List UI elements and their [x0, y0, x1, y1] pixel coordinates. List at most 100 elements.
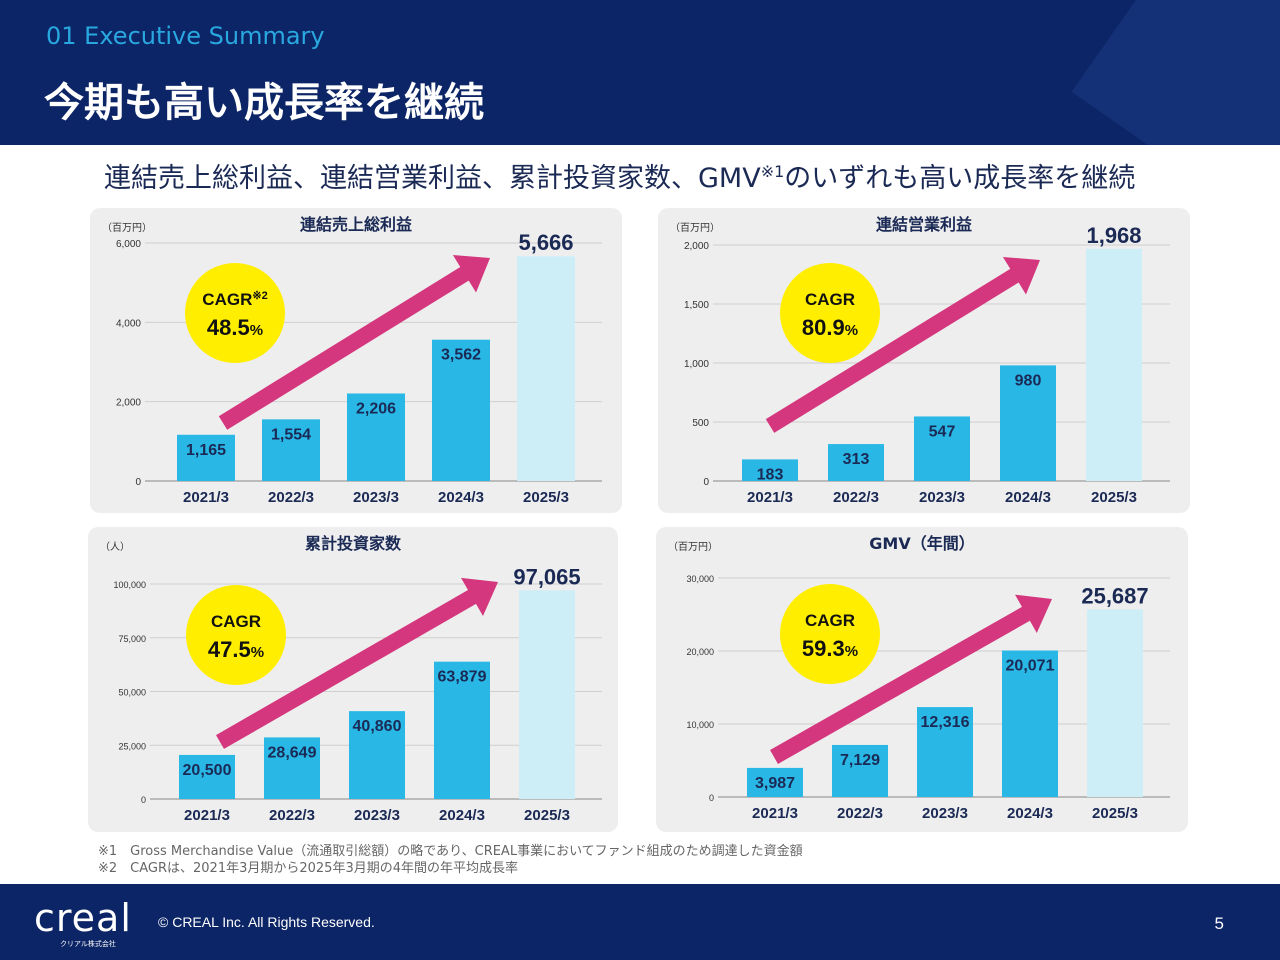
y-tick-label: 20,000 — [686, 647, 714, 657]
header-bar: 01 Executive Summary 今期も高い成長率を継続 — [0, 0, 1280, 145]
growth-arrow — [770, 594, 1052, 764]
x-tick-label: 2023/3 — [354, 807, 400, 824]
cagr-percent: % — [250, 322, 263, 339]
bar — [432, 339, 490, 481]
x-tick-label: 2024/3 — [439, 807, 485, 824]
cagr-percent: % — [251, 644, 264, 661]
company-logo-subtext: クリアル株式会社 — [60, 940, 116, 948]
x-tick-label: 2022/3 — [268, 489, 314, 506]
slide-subtitle: 連結売上総利益、連結営業利益、累計投資家数、GMV※1のいずれも高い成長率を継続 — [104, 156, 1135, 195]
x-tick-label: 2023/3 — [353, 489, 399, 506]
bar — [264, 737, 320, 799]
y-tick-label: 1,000 — [684, 359, 709, 370]
bar-value-label: 25,687 — [1081, 583, 1148, 608]
y-axis-unit: （百万円） — [668, 541, 718, 553]
x-tick-label: 2025/3 — [524, 807, 570, 824]
cagr-value: 48.5% — [207, 315, 263, 340]
cagr-badge — [780, 584, 880, 684]
bar-value-label: 40,860 — [353, 718, 402, 735]
bar-value-label: 3,562 — [441, 347, 481, 364]
chart-svg: GMV（年間） （百万円） 0 10,000 20,000 30,000 3,987 2021… — [668, 534, 1170, 822]
y-tick-label: 4,000 — [116, 318, 141, 329]
bar-value-label: 1,165 — [186, 442, 226, 459]
growth-arrow — [218, 255, 490, 430]
cagr-footnote-mark: ※2 — [252, 290, 267, 302]
bar-value-label: 63,879 — [438, 669, 487, 686]
bar — [434, 661, 490, 799]
x-tick-label: 2022/3 — [837, 805, 883, 822]
x-tick-label: 2021/3 — [184, 807, 230, 824]
y-tick-label: 0 — [141, 795, 146, 805]
footnote-1: ※1 Gross Merchandise Value（流通取引総額）の略であり、… — [98, 844, 803, 859]
page-number: 5 — [1214, 914, 1224, 933]
y-axis-unit: （人） — [100, 541, 130, 553]
bar — [742, 459, 798, 481]
copyright-text: © CREAL Inc. All Rights Reserved. — [158, 914, 375, 930]
chart-gross-profit: 連結売上総利益 （百万円） 0 2,000 4,000 6,000 1,165 2021/3 1… — [90, 208, 622, 513]
x-tick-label: 2025/3 — [1092, 805, 1138, 822]
bar — [747, 767, 803, 797]
y-tick-label: 6,000 — [116, 239, 141, 250]
footnotes: ※1 Gross Merchandise Value（流通取引総額）の略であり、… — [98, 843, 803, 877]
x-tick-label: 2021/3 — [747, 489, 793, 506]
bar-value-label: 97,065 — [513, 564, 580, 589]
y-tick-label: 500 — [692, 418, 709, 429]
cagr-badge — [185, 263, 285, 363]
y-tick-label: 50,000 — [118, 688, 146, 698]
y-tick-label: 0 — [135, 477, 141, 488]
bar-value-label: 2,206 — [356, 400, 396, 417]
x-tick-label: 2024/3 — [438, 489, 484, 506]
y-tick-label: 0 — [703, 477, 709, 488]
bar — [177, 434, 235, 481]
y-tick-label: 0 — [709, 793, 714, 803]
x-tick-label: 2023/3 — [922, 805, 968, 822]
bar — [347, 393, 405, 481]
cagr-label: CAGR — [805, 290, 855, 309]
bar — [349, 711, 405, 799]
bar — [914, 416, 970, 481]
bar-value-label: 980 — [1015, 372, 1042, 389]
subtitle-footnote-mark: ※1 — [760, 162, 785, 181]
y-tick-label: 75,000 — [118, 634, 146, 644]
bar — [517, 256, 575, 481]
bar-value-label: 547 — [929, 423, 956, 440]
cagr-badge — [186, 585, 286, 685]
footnote-2: ※2 CAGRは、2021年3月期から2025年3月期の4年間の年平均成長率 — [98, 861, 518, 876]
y-axis-unit: （百万円） — [102, 222, 152, 234]
cagr-label: CAGR — [211, 612, 261, 631]
x-tick-label: 2023/3 — [919, 489, 965, 506]
cagr-percent: % — [845, 643, 858, 660]
bar-value-label: 20,071 — [1006, 657, 1055, 674]
bar — [1002, 650, 1058, 797]
bar — [1000, 365, 1056, 481]
cagr-badge — [780, 263, 880, 363]
subtitle-text: 連結売上総利益、連結営業利益、累計投資家数、GMV — [104, 163, 761, 194]
bar-value-label: 183 — [757, 466, 784, 483]
x-tick-label: 2021/3 — [183, 489, 229, 506]
x-tick-label: 2025/3 — [1091, 489, 1137, 506]
bar — [179, 754, 235, 799]
bar-value-label: 1,968 — [1086, 223, 1141, 248]
footer-bar: creal クリアル株式会社 © CREAL Inc. All Rights R… — [0, 884, 1280, 960]
growth-arrow — [216, 577, 499, 749]
x-tick-label: 2024/3 — [1007, 805, 1053, 822]
bar — [1086, 248, 1142, 481]
bar — [828, 444, 884, 481]
section-label: 01 Executive Summary — [46, 22, 325, 50]
bar-value-label: 1,554 — [271, 426, 311, 443]
bar — [519, 590, 575, 799]
y-tick-label: 100,000 — [113, 580, 146, 590]
bar-value-label: 28,649 — [268, 744, 317, 761]
bar-value-label: 5,666 — [518, 230, 573, 255]
x-tick-label: 2021/3 — [752, 805, 798, 822]
bar-value-label: 7,129 — [840, 752, 880, 769]
x-tick-label: 2024/3 — [1005, 489, 1051, 506]
chart-title: 連結売上総利益 — [300, 215, 412, 234]
growth-arrow — [765, 256, 1040, 433]
x-tick-label: 2022/3 — [269, 807, 315, 824]
y-tick-label: 1,500 — [684, 300, 709, 311]
y-tick-label: 25,000 — [118, 741, 146, 751]
chart-title: 累計投資家数 — [305, 534, 402, 553]
page-title: 今期も高い成長率を継続 — [44, 80, 484, 126]
chart-svg: 累計投資家数 （人） 0 25,000 50,000 75,000 100,000 20,50… — [100, 534, 602, 824]
